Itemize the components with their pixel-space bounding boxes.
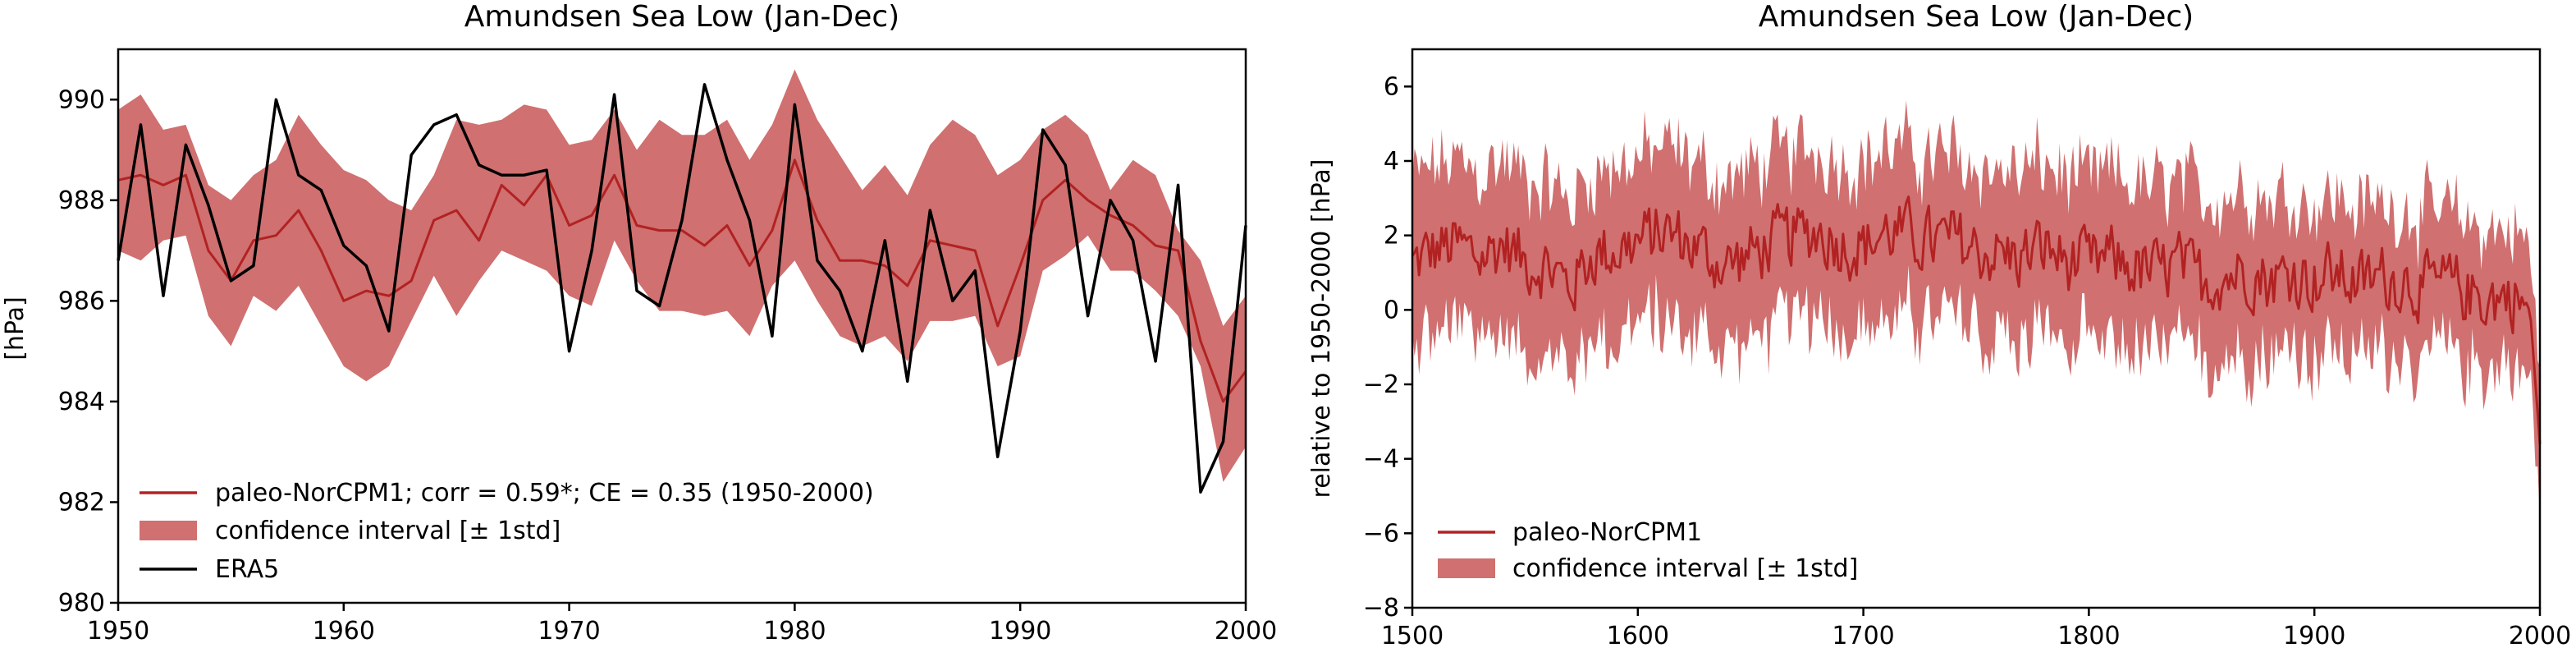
legend-entry-confidence-interval-label: confidence interval [± 1std] <box>215 517 560 545</box>
left-y-ticks: 980 982 984 986 988 990 <box>58 85 118 618</box>
right-x-tick-label: 2000 <box>2509 622 2571 650</box>
left-confidence-band <box>118 69 1246 482</box>
left-y-tick-label: 986 <box>58 287 105 315</box>
right-x-tick-label: 1700 <box>1832 622 1894 650</box>
left-x-tick-label: 2000 <box>1215 617 1277 646</box>
right-plot-frame <box>1411 48 2542 609</box>
left-y-tick-label: 982 <box>58 488 105 517</box>
right-legend-entry-confidence-interval-label: confidence interval [± 1std] <box>1512 554 1858 583</box>
left-y-tick-label: 990 <box>58 85 105 114</box>
right-chart-panel: Amundsen Sea Low (Jan-Dec) relative to 1… <box>1307 0 2571 650</box>
right-y-tick-label: −2 <box>1363 370 1399 399</box>
right-y-tick-label: 4 <box>1384 147 1399 176</box>
legend-entry-era5-label: ERA5 <box>215 555 279 584</box>
right-x-tick-label: 1600 <box>1607 622 1669 650</box>
right-y-tick-label: 2 <box>1384 222 1399 250</box>
left-x-tick-label: 1960 <box>313 617 375 646</box>
right-x-ticks: 1500 1600 1700 1800 1900 2000 <box>1381 608 2571 650</box>
left-x-tick-label: 1950 <box>87 617 149 646</box>
left-confidence-band-layer <box>118 69 1246 482</box>
left-chart-title: Amundsen Sea Low (Jan-Dec) <box>464 0 899 34</box>
right-legend-entry-confidence-interval-swatch <box>1438 558 1495 578</box>
right-y-tick-label: 6 <box>1384 72 1399 101</box>
right-y-ticks: −8 −6 −4 −2 0 2 4 6 <box>1363 72 1412 623</box>
right-y-axis-label: relative to 1950-2000 [hPa] <box>1307 159 1336 498</box>
legend-entry-confidence-interval-swatch <box>140 521 197 540</box>
left-x-tick-label: 1970 <box>538 617 600 646</box>
right-paleo-norcpm1-line <box>1411 195 2542 444</box>
right-y-tick-label: −4 <box>1363 445 1399 474</box>
left-y-tick-label: 984 <box>58 388 105 416</box>
left-era5-line <box>117 83 1247 494</box>
left-legend: paleo-NorCPM1; corr = 0.59*; CE = 0.35 (… <box>140 479 874 584</box>
left-y-tick-label: 980 <box>58 589 105 618</box>
left-plot-frame <box>117 48 1247 604</box>
left-paleo-norcpm1-line <box>117 159 1247 403</box>
legend-entry-paleo-norcpm1-label: paleo-NorCPM1; corr = 0.59*; CE = 0.35 (… <box>215 479 874 508</box>
left-x-ticks: 1950 1960 1970 1980 1990 2000 <box>87 603 1277 646</box>
left-y-axis-label: [hPa] <box>1 296 30 361</box>
right-legend: paleo-NorCPM1 confidence interval [± 1std… <box>1438 518 1858 583</box>
right-y-tick-label: −6 <box>1363 519 1399 548</box>
right-x-tick-label: 1900 <box>2283 622 2345 650</box>
right-x-tick-label: 1500 <box>1381 622 1444 650</box>
right-y-tick-label: 0 <box>1384 296 1399 324</box>
left-series-layer <box>117 83 1247 494</box>
right-legend-entry-paleo-norcpm1-label: paleo-NorCPM1 <box>1512 518 1702 547</box>
left-y-tick-label: 988 <box>58 186 105 215</box>
left-chart-panel: Amundsen Sea Low (Jan-Dec) [hPa] 1950 196… <box>1 0 1277 646</box>
left-x-tick-label: 1980 <box>763 617 826 646</box>
right-series-layer <box>1411 195 2542 444</box>
right-confidence-band-layer <box>1412 100 2540 521</box>
right-y-tick-label: −8 <box>1363 594 1399 623</box>
right-confidence-band <box>1412 100 2540 521</box>
right-x-tick-label: 1800 <box>2057 622 2120 650</box>
right-chart-title: Amundsen Sea Low (Jan-Dec) <box>1759 0 2194 34</box>
left-x-tick-label: 1990 <box>989 617 1051 646</box>
